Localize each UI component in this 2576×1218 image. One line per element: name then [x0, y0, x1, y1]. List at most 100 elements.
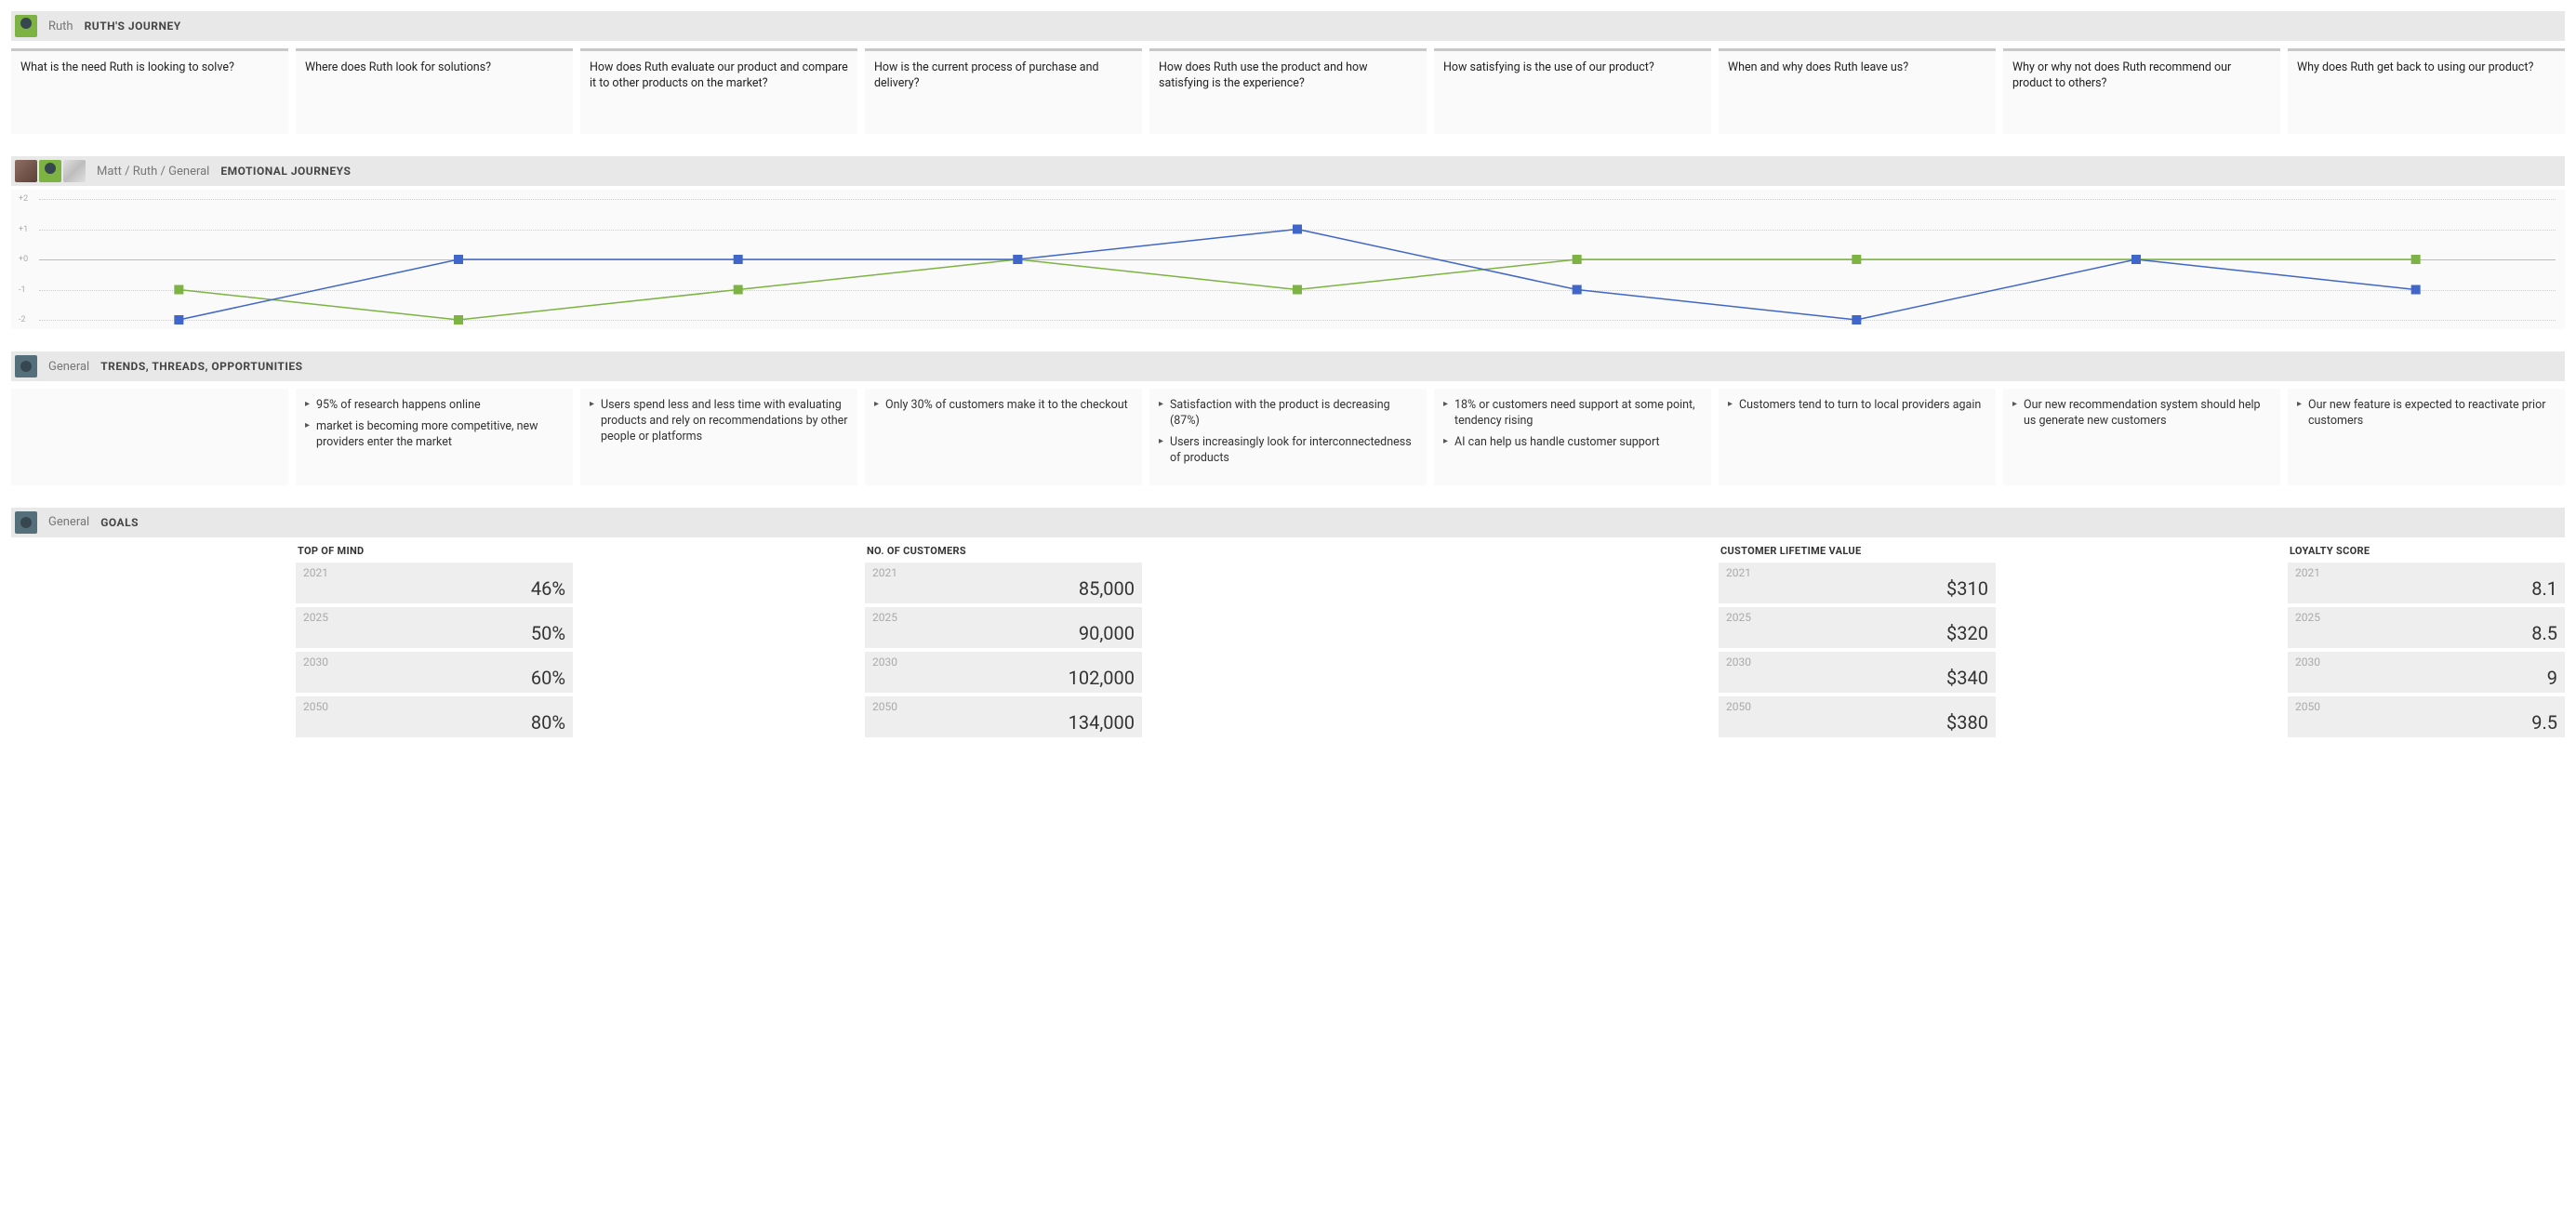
emotional-header: Matt / Ruth / General EMOTIONAL JOURNEYS: [11, 156, 2565, 186]
chart-y-label: +2: [19, 194, 28, 204]
goal-value: 60%: [303, 667, 565, 689]
goal-value: $340: [1726, 667, 1988, 689]
chart-y-label: -2: [19, 315, 26, 324]
goal-entry[interactable]: 2025$320: [1719, 607, 1996, 648]
goals-label: General: [48, 515, 89, 529]
trend-bullet: Customers tend to turn to local provider…: [1728, 398, 1986, 414]
goal-value: $380: [1726, 711, 1988, 734]
goal-column: NO. OF CUSTOMERS 202185,000202590,0002030…: [865, 545, 1142, 741]
section-trends: General TRENDS, THREADS, OPPORTUNITIES 9…: [11, 351, 2565, 485]
goal-value: 134,000: [872, 711, 1135, 734]
goal-entry[interactable]: 203060%: [296, 652, 573, 693]
goal-title: LOYALTY SCORE: [2288, 545, 2565, 557]
goal-entry[interactable]: 2030$340: [1719, 652, 1996, 693]
goal-entry[interactable]: 202185,000: [865, 563, 1142, 603]
trend-card[interactable]: [11, 389, 288, 485]
journey-card[interactable]: How satisfying is the use of our product…: [1434, 48, 1711, 134]
avatar-general-icon: [63, 160, 86, 182]
goal-title: CUSTOMER LIFETIME VALUE: [1719, 545, 1996, 557]
goal-column: [11, 545, 288, 741]
trend-card[interactable]: 18% or customers need support at some po…: [1434, 389, 1711, 485]
journey-card[interactable]: Why or why not does Ruth recommend our p…: [2003, 48, 2280, 134]
goals-title: GOALS: [100, 516, 139, 529]
journey-card[interactable]: How does Ruth evaluate our product and c…: [580, 48, 857, 134]
journey-card[interactable]: Why does Ruth get back to using our prod…: [2288, 48, 2565, 134]
goal-column: LOYALTY SCORE 20218.120258.52030920509.5: [2288, 545, 2565, 741]
goal-column: [1434, 545, 1711, 741]
section-emotional: Matt / Ruth / General EMOTIONAL JOURNEYS…: [11, 156, 2565, 329]
trends-label: General: [48, 360, 89, 374]
section-journey: Ruth RUTH'S JOURNEY What is the need Rut…: [11, 11, 2565, 134]
trend-bullet: 95% of research happens online: [305, 398, 564, 414]
avatar-group: [15, 160, 86, 182]
trend-card[interactable]: Users spend less and less time with eval…: [580, 389, 857, 485]
trend-bullet: Satisfaction with the product is decreas…: [1159, 398, 1417, 430]
goal-value: $310: [1726, 577, 1988, 600]
trend-card[interactable]: Customers tend to turn to local provider…: [1719, 389, 1996, 485]
journey-card[interactable]: How does Ruth use the product and how sa…: [1149, 48, 1427, 134]
trend-bullet: Our new recommendation system should hel…: [2012, 398, 2271, 430]
goal-entry[interactable]: 205080%: [296, 696, 573, 737]
journey-card[interactable]: How is the current process of purchase a…: [865, 48, 1142, 134]
goal-value: 9.5: [2295, 711, 2557, 734]
journey-card[interactable]: What is the need Ruth is looking to solv…: [11, 48, 288, 134]
goal-entry[interactable]: 2030102,000: [865, 652, 1142, 693]
journey-persona: Ruth: [48, 20, 73, 33]
goal-column: [2003, 545, 2280, 741]
goal-value: 90,000: [872, 622, 1135, 644]
goal-entry[interactable]: 20258.5: [2288, 607, 2565, 648]
journey-card[interactable]: When and why does Ruth leave us?: [1719, 48, 1996, 134]
goal-value: 102,000: [872, 667, 1135, 689]
goals-header: General GOALS: [11, 508, 2565, 537]
trend-bullet: Our new feature is expected to reactivat…: [2297, 398, 2556, 430]
emotional-breadcrumb: Matt / Ruth / General: [97, 165, 209, 179]
avatar-general-dark-icon: [15, 511, 37, 534]
goal-column: TOP OF MIND202146%202550%203060%205080%: [296, 545, 573, 741]
journey-header: Ruth RUTH'S JOURNEY: [11, 11, 2565, 41]
goal-entry[interactable]: 202550%: [296, 607, 573, 648]
trend-bullet: Only 30% of customers make it to the che…: [874, 398, 1133, 414]
trend-bullet: Users increasingly look for interconnect…: [1159, 435, 1417, 467]
avatar-ruth-icon: [15, 15, 37, 37]
trend-card[interactable]: 95% of research happens online market is …: [296, 389, 573, 485]
emotional-chart-wrap: +2 +1 +0 -1 -2: [11, 190, 2565, 329]
goal-entry[interactable]: 202590,000: [865, 607, 1142, 648]
chart-y-label: +1: [19, 225, 28, 234]
trends-header: General TRENDS, THREADS, OPPORTUNITIES: [11, 351, 2565, 381]
goal-value: 50%: [303, 622, 565, 644]
trend-card[interactable]: Our new recommendation system should hel…: [2003, 389, 2280, 485]
goal-value: 8.1: [2295, 577, 2557, 600]
goal-entry[interactable]: 202146%: [296, 563, 573, 603]
goal-entry[interactable]: 2021$310: [1719, 563, 1996, 603]
goal-title: NO. OF CUSTOMERS: [865, 545, 1142, 557]
goal-entry[interactable]: 20218.1: [2288, 563, 2565, 603]
goal-value: 85,000: [872, 577, 1135, 600]
avatar-ruth-icon: [39, 160, 61, 182]
goal-entry[interactable]: 2050134,000: [865, 696, 1142, 737]
section-goals: General GOALS TOP OF MIND202146%202550%2…: [11, 508, 2565, 741]
goal-entry[interactable]: 20509.5: [2288, 696, 2565, 737]
emotional-chart: +2+1+0-1-2: [39, 199, 2556, 320]
emotional-title: EMOTIONAL JOURNEYS: [220, 165, 351, 178]
goal-value: 8.5: [2295, 622, 2557, 644]
goal-value: $320: [1726, 622, 1988, 644]
trend-bullet: Users spend less and less time with eval…: [590, 398, 848, 445]
goal-entry[interactable]: 20309: [2288, 652, 2565, 693]
trend-card[interactable]: Only 30% of customers make it to the che…: [865, 389, 1142, 485]
trend-bullet: market is becoming more competitive, new…: [305, 419, 564, 451]
trend-card[interactable]: Satisfaction with the product is decreas…: [1149, 389, 1427, 485]
trends-title: TRENDS, THREADS, OPPORTUNITIES: [100, 360, 302, 373]
goal-column: CUSTOMER LIFETIME VALUE2021$3102025$3202…: [1719, 545, 1996, 741]
goal-value: 46%: [303, 577, 565, 600]
goal-column: [1149, 545, 1427, 741]
trends-row: 95% of research happens online market is …: [11, 389, 2565, 485]
goal-entry[interactable]: 2050$380: [1719, 696, 1996, 737]
trend-bullet: AI can help us handle customer support: [1443, 435, 1702, 451]
chart-y-label: -1: [19, 285, 26, 295]
goal-value: 80%: [303, 711, 565, 734]
journey-title: RUTH'S JOURNEY: [85, 20, 181, 33]
journey-card[interactable]: Where does Ruth look for solutions?: [296, 48, 573, 134]
chart-y-label: +0: [19, 255, 28, 264]
avatar-matt-icon: [15, 160, 37, 182]
trend-card[interactable]: Our new feature is expected to reactivat…: [2288, 389, 2565, 485]
